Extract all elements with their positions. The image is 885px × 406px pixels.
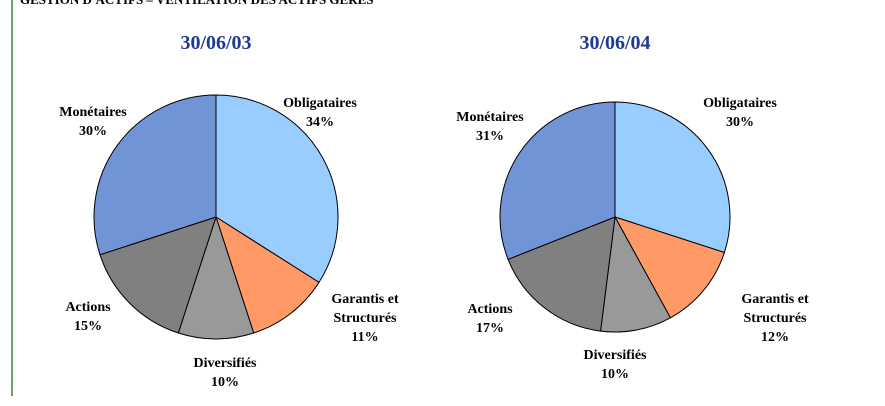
slice-label: Obligataires 34% [265,94,375,132]
pie-slice [93,94,217,256]
category-label: Actions [467,302,513,317]
pie-slice [215,215,320,334]
category-label: Garantis et Structurés [331,292,399,326]
category-label: Monétaires [456,110,524,125]
pie-slice [613,216,726,319]
category-label: Garantis et Structurés [741,292,809,326]
chart-title: 30/06/03 [180,32,252,54]
value-label: 17% [476,321,504,336]
category-label: Diversifiés [583,348,647,363]
pie-slice [177,215,255,340]
value-label: 15% [74,319,102,334]
slice-label: Garantis et Structurés 11% [320,290,410,347]
value-label: 31% [476,129,504,144]
pie-slice [499,101,616,260]
value-label: 10% [601,367,629,382]
slice-label: Diversifiés 10% [170,354,280,392]
slice-label: Garantis et Structurés 12% [730,290,820,347]
value-label: 34% [306,115,334,130]
pie-slice [99,216,217,334]
slice-label: Monétaires 30% [38,103,148,141]
pie-slice [507,216,616,332]
pie-slice [215,94,339,284]
chart-title: 30/06/04 [579,32,651,54]
category-label: Diversifiés [193,356,257,371]
value-label: 12% [761,330,789,345]
value-label: 11% [351,330,379,345]
category-label: Obligataires [283,96,357,111]
value-label: 10% [211,375,239,390]
value-label: 30% [79,124,107,139]
slice-label: Obligataires 30% [685,94,795,132]
pie-slice [600,215,672,333]
slice-label: Actions 17% [435,300,545,338]
category-label: Monétaires [59,105,127,120]
slice-label: Monétaires 31% [435,108,545,146]
header-title: GESTION D'ACTIFS – VENTILATION DES ACTIF… [20,0,374,8]
category-label: Actions [65,300,111,315]
pie-slice [614,101,731,254]
slice-label: Actions 15% [33,298,143,336]
value-label: 30% [726,115,754,130]
slice-label: Diversifiés 10% [560,346,670,384]
category-label: Obligataires [703,96,777,111]
